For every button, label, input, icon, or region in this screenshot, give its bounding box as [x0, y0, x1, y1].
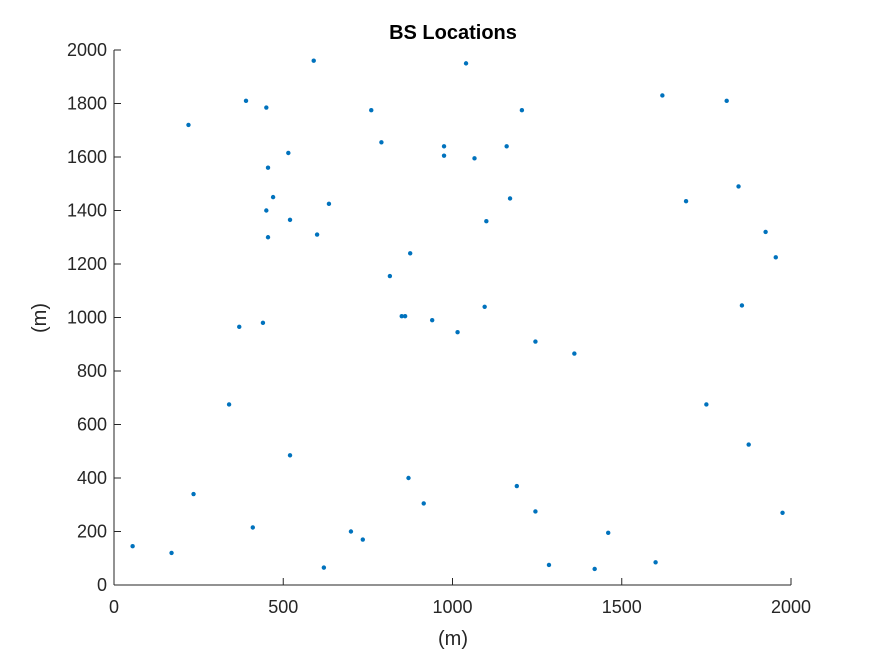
data-point: [130, 544, 135, 549]
data-point: [264, 208, 269, 213]
data-point: [780, 510, 785, 515]
data-point: [287, 453, 293, 458]
data-point: [736, 184, 741, 189]
data-point: [484, 219, 489, 224]
data-point: [265, 165, 271, 170]
data-point: [653, 560, 658, 565]
data-point: [369, 107, 374, 113]
data-point: [592, 566, 597, 572]
data-point: [226, 402, 232, 407]
data-point: [683, 198, 689, 204]
data-point: [169, 550, 174, 556]
data-point: [660, 93, 665, 98]
data-point: [186, 122, 191, 128]
x-tick-label: 0: [109, 597, 119, 617]
data-point: [704, 402, 709, 407]
y-tick-label: 600: [77, 415, 107, 435]
data-point: [572, 351, 577, 356]
y-tick-label: 400: [77, 468, 107, 488]
data-point: [311, 58, 316, 63]
data-point: [463, 61, 469, 66]
data-point: [763, 229, 768, 235]
data-point: [348, 529, 354, 534]
x-tick-label: 2000: [771, 597, 811, 617]
data-point: [472, 156, 477, 161]
y-tick-label: 2000: [67, 40, 107, 60]
y-tick-label: 1400: [67, 201, 107, 221]
data-point: [379, 140, 384, 145]
data-point: [260, 320, 266, 326]
axes: [113, 49, 792, 586]
data-point: [270, 194, 276, 200]
data-point: [360, 537, 365, 542]
x-axis-label: (m): [438, 628, 468, 650]
data-point: [507, 196, 513, 201]
data-point: [441, 144, 447, 149]
data-point: [519, 107, 525, 113]
data-point: [321, 565, 327, 570]
data-point: [191, 491, 196, 497]
tick-labels: 0 500 1000 1500 2000 0 200 400 600 800 1000 1200 140…: [67, 40, 811, 617]
data-point: [402, 313, 408, 319]
data-point: [533, 509, 538, 514]
data-point: [286, 150, 291, 156]
x-tick-label: 1000: [432, 597, 472, 617]
data-point: [504, 144, 509, 149]
data-point: [533, 339, 538, 344]
x-tick-label: 1500: [602, 597, 642, 617]
data-point: [326, 201, 332, 207]
data-point: [773, 255, 778, 260]
data-point: [406, 475, 411, 481]
data-points: [130, 58, 785, 572]
y-axis-label: (m): [29, 303, 51, 333]
y-tick-label: 800: [77, 361, 107, 381]
data-point: [606, 530, 611, 536]
data-point: [546, 562, 552, 568]
chart-title: BS Locations: [389, 22, 517, 44]
data-point: [746, 442, 751, 447]
data-point: [264, 105, 269, 110]
data-point: [314, 232, 320, 237]
y-tick-label: 1200: [67, 254, 107, 274]
data-point: [482, 304, 487, 309]
data-point: [429, 317, 435, 323]
data-point: [250, 525, 255, 530]
y-tick-label: 1000: [67, 308, 107, 328]
data-point: [387, 273, 393, 279]
x-tick-label: 500: [268, 597, 298, 617]
y-tick-label: 1800: [67, 94, 107, 114]
data-point: [455, 330, 460, 335]
data-point: [421, 501, 426, 506]
y-tick-label: 1600: [67, 147, 107, 167]
data-point: [243, 98, 249, 104]
data-point: [265, 235, 271, 240]
data-point: [237, 324, 242, 330]
data-point: [739, 303, 745, 308]
data-point: [287, 217, 293, 223]
data-point: [514, 483, 520, 489]
data-point: [407, 251, 413, 256]
data-point: [399, 313, 404, 319]
data-point: [724, 98, 729, 104]
y-tick-label: 200: [77, 522, 107, 542]
data-point: [441, 153, 447, 158]
y-tick-label: 0: [97, 575, 107, 595]
